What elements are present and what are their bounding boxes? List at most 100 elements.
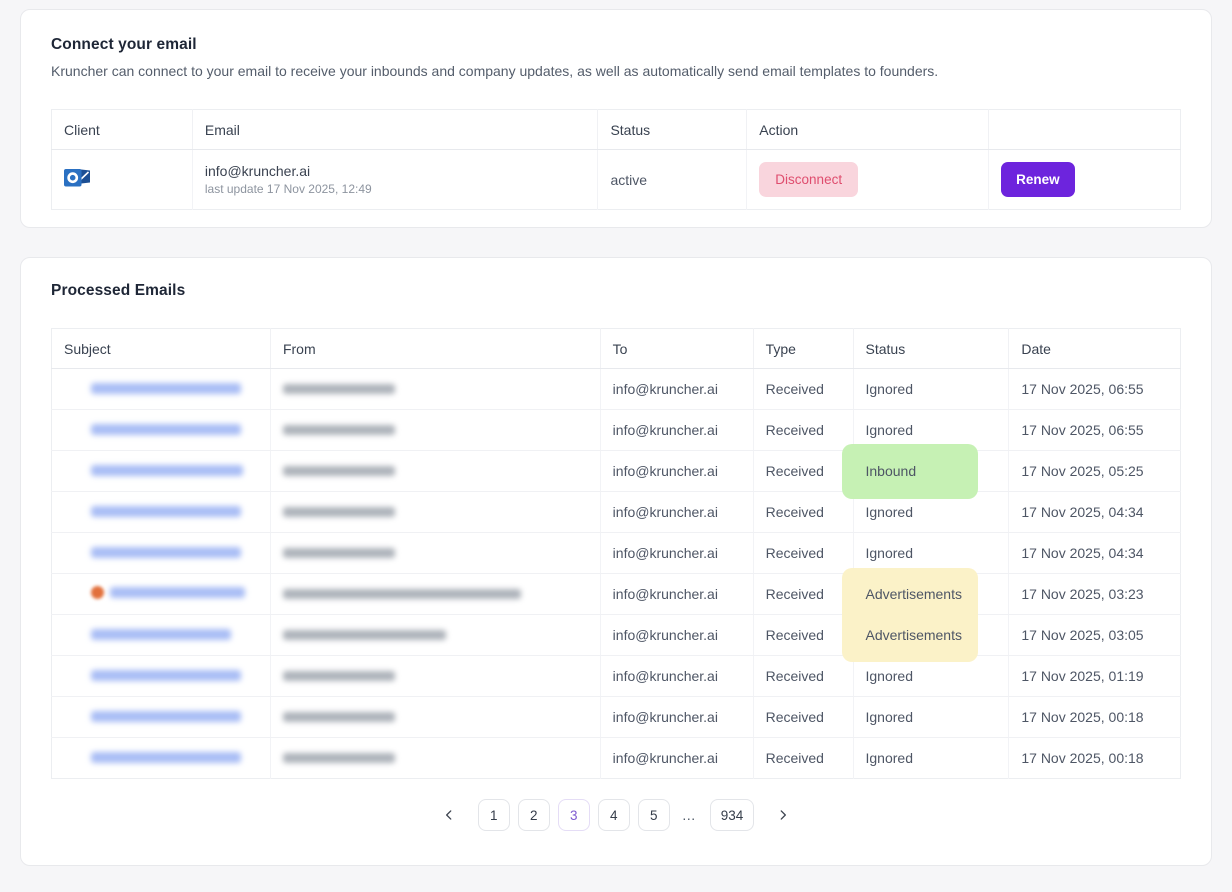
subject-text-blurred xyxy=(91,711,241,722)
status-cell: Inbound xyxy=(841,444,1010,499)
status-text: Ignored xyxy=(865,668,913,684)
subject-text-blurred xyxy=(110,587,245,598)
status-cell: Ignored xyxy=(853,491,1010,533)
type-cell: Received xyxy=(753,532,854,574)
type-cell: Received xyxy=(753,368,854,410)
to-cell: info@kruncher.ai xyxy=(600,696,754,738)
subject-link-redacted[interactable] xyxy=(91,586,245,599)
account-last-update: last update 17 Nov 2025, 12:49 xyxy=(204,182,372,196)
processed-emails-card: Processed Emails Subject From To Type St… xyxy=(20,257,1212,866)
pagination-page-934[interactable]: 934 xyxy=(709,799,755,831)
date-cell: 17 Nov 2025, 03:05 xyxy=(1008,614,1181,656)
processed-email-row: info@kruncher.ai Received Ignored 17 Nov… xyxy=(51,737,1181,779)
from-text-blurred xyxy=(282,425,395,435)
email-accounts-table: Client Email Status Action xyxy=(51,109,1181,210)
subject-link-redacted[interactable] xyxy=(91,506,241,517)
column-header-type: Type xyxy=(753,328,854,369)
to-cell: info@kruncher.ai xyxy=(600,491,754,533)
chevron-right-icon xyxy=(780,810,787,820)
renew-button[interactable]: Renew xyxy=(1001,162,1075,197)
date-cell: 17 Nov 2025, 06:55 xyxy=(1008,409,1181,451)
date-cell: 17 Nov 2025, 06:55 xyxy=(1008,368,1181,410)
subject-text-blurred xyxy=(91,670,241,681)
processed-email-row: info@kruncher.ai Received Ignored 17 Nov… xyxy=(51,696,1181,738)
column-header-email: Email xyxy=(192,109,599,150)
disconnect-button[interactable]: Disconnect xyxy=(759,162,859,197)
status-text: Inbound xyxy=(865,463,917,479)
subject-link-redacted[interactable] xyxy=(91,629,231,640)
column-header-from: From xyxy=(270,328,601,369)
type-cell: Received xyxy=(753,491,854,533)
from-text-blurred xyxy=(282,753,395,763)
pagination-page-4[interactable]: 4 xyxy=(597,799,630,831)
chevron-left-icon xyxy=(445,810,452,820)
to-cell: info@kruncher.ai xyxy=(600,573,754,615)
column-header-status: Status xyxy=(853,328,1010,369)
to-cell: info@kruncher.ai xyxy=(600,409,754,451)
from-text-blurred xyxy=(282,466,395,476)
status-cell: Ignored xyxy=(853,737,1010,779)
pagination-prev-button[interactable] xyxy=(438,804,460,826)
subject-text-blurred xyxy=(91,383,241,394)
processed-email-row: info@kruncher.ai Received Ignored 17 Nov… xyxy=(51,409,1181,451)
status-text: Ignored xyxy=(865,750,913,766)
pagination-page-3[interactable]: 3 xyxy=(557,799,590,831)
processed-email-row: info@kruncher.ai Received Ignored 17 Nov… xyxy=(51,491,1181,533)
subject-link-redacted[interactable] xyxy=(91,670,241,681)
pagination-next-button[interactable] xyxy=(772,804,794,826)
to-cell: info@kruncher.ai xyxy=(600,614,754,656)
from-text-blurred xyxy=(282,384,395,394)
outlook-icon xyxy=(64,166,90,190)
status-text: Ignored xyxy=(865,545,913,561)
status-highlight xyxy=(841,444,978,499)
column-header-action: Action xyxy=(746,109,990,150)
column-header-empty xyxy=(988,109,1181,150)
column-header-status: Status xyxy=(597,109,748,150)
column-header-to: To xyxy=(600,328,754,369)
email-settings-page: Connect your email Kruncher can connect … xyxy=(20,9,1212,866)
from-text-blurred xyxy=(282,712,395,722)
subject-link-redacted[interactable] xyxy=(91,383,241,394)
subject-link-redacted[interactable] xyxy=(91,711,241,722)
subject-text-blurred xyxy=(91,752,241,763)
status-cell: Advertisements xyxy=(853,614,1010,656)
subject-link-redacted[interactable] xyxy=(91,424,241,435)
status-cell: Advertisements xyxy=(841,568,1010,662)
from-text-blurred xyxy=(282,507,395,517)
pagination-page-1[interactable]: 1 xyxy=(477,799,510,831)
processed-card-title: Processed Emails xyxy=(51,282,186,299)
to-cell: info@kruncher.ai xyxy=(600,368,754,410)
date-cell: 17 Nov 2025, 03:23 xyxy=(1008,573,1181,615)
date-cell: 17 Nov 2025, 00:18 xyxy=(1021,750,1144,766)
connect-card-description: Kruncher can connect to your email to re… xyxy=(51,63,939,79)
type-cell: Received xyxy=(753,737,854,779)
subject-text-blurred xyxy=(91,506,241,517)
from-text-blurred xyxy=(282,589,521,599)
pagination-page-5[interactable]: 5 xyxy=(637,799,670,831)
connect-card-title: Connect your email xyxy=(51,36,197,53)
to-cell: info@kruncher.ai xyxy=(600,450,754,492)
date-cell: 17 Nov 2025, 01:19 xyxy=(1008,655,1181,697)
subject-link-redacted[interactable] xyxy=(91,465,243,476)
email-accounts-header-row: Client Email Status Action xyxy=(51,109,1181,150)
date-cell: 17 Nov 2025, 00:18 xyxy=(1008,696,1181,738)
account-email: info@kruncher.ai xyxy=(204,163,311,179)
to-cell: info@kruncher.ai xyxy=(600,532,754,574)
from-text-blurred xyxy=(282,630,446,640)
subject-link-redacted[interactable] xyxy=(91,752,241,763)
status-text: Ignored xyxy=(865,709,913,725)
processed-email-row: info@kruncher.ai Received Ignored 17 Nov… xyxy=(51,532,1181,574)
processed-email-row: info@kruncher.ai Received Advertisements… xyxy=(51,614,1181,656)
pagination-page-2[interactable]: 2 xyxy=(517,799,550,831)
red-dot-emoji xyxy=(91,586,104,599)
column-header-client: Client xyxy=(51,109,193,150)
column-header-subject: Subject xyxy=(51,328,271,369)
connect-email-card: Connect your email Kruncher can connect … xyxy=(20,9,1212,228)
status-text: Ignored xyxy=(865,504,913,520)
email-account-row: info@kruncher.ai last update 17 Nov 2025… xyxy=(51,149,1181,210)
status-text: Ignored xyxy=(865,381,913,397)
processed-emails-header-row: Subject From To Type Status Date xyxy=(51,328,1181,369)
subject-link-redacted[interactable] xyxy=(91,547,241,558)
processed-email-row: info@kruncher.ai Received Advertisements… xyxy=(51,568,1181,662)
pagination-pages: 1 2 3 4 5 … 934 xyxy=(474,799,759,831)
